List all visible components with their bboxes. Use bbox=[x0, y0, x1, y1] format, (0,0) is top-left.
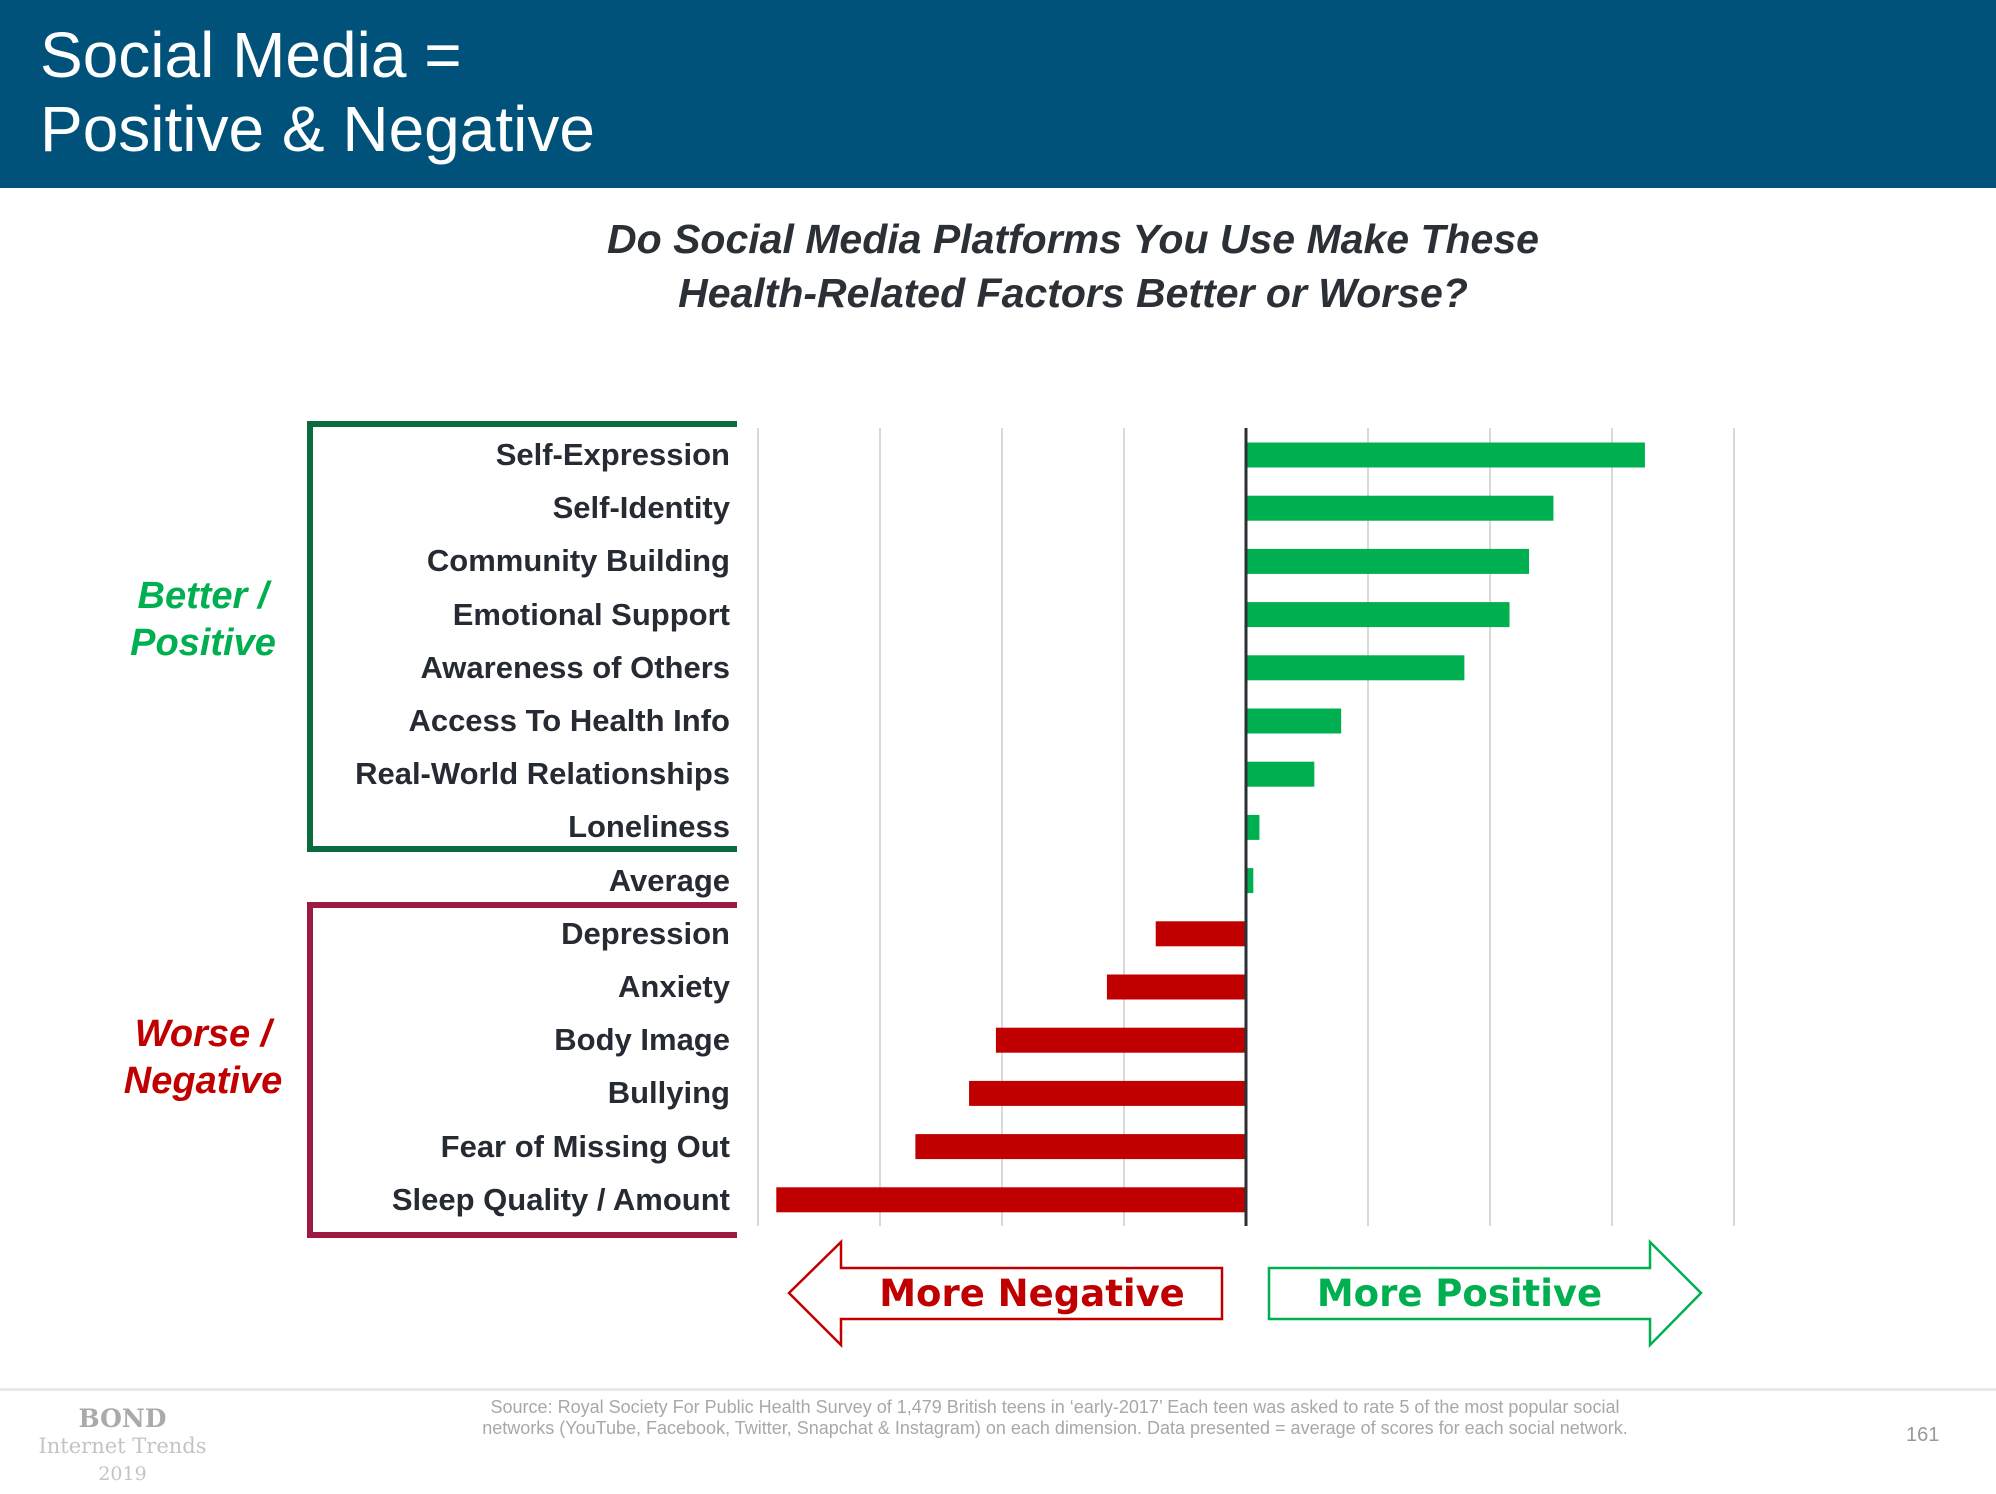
bar-fear-of-missing-out bbox=[915, 1134, 1246, 1160]
chart-title-line-2: Health-Related Factors Better or Worse? bbox=[678, 270, 1468, 316]
category-label: Depression bbox=[561, 915, 730, 951]
bond-logo: BOND Internet Trends 2019 bbox=[30, 1405, 215, 1488]
slide-title: Social Media = Positive & Negative bbox=[40, 18, 595, 166]
negative-group-bracket bbox=[307, 902, 737, 1238]
page-number: 161 bbox=[1906, 1424, 1940, 1446]
bar-community-building bbox=[1246, 548, 1530, 574]
more-positive-label: More Positive bbox=[1316, 1272, 1603, 1315]
category-label: Self-Identity bbox=[552, 490, 730, 526]
category-label: Fear of Missing Out bbox=[440, 1128, 730, 1164]
source-note: Source: Royal Society For Public Health … bbox=[410, 1397, 1700, 1439]
group-label-negative-line-1: Worse / bbox=[134, 1013, 272, 1055]
group-label-negative: Worse / Negative bbox=[103, 1011, 303, 1105]
bar-body-image bbox=[995, 1027, 1246, 1053]
gridlines bbox=[757, 428, 1735, 1226]
slide-title-line-2: Positive & Negative bbox=[40, 93, 595, 165]
category-label: Community Building bbox=[426, 543, 730, 579]
bar-sleep-quality-amount bbox=[776, 1187, 1246, 1213]
group-label-positive-line-1: Better / bbox=[137, 575, 269, 617]
category-label: Access To Health Info bbox=[408, 703, 730, 738]
bar-awareness-of-others bbox=[1246, 655, 1465, 681]
group-label-negative-line-2: Negative bbox=[123, 1060, 283, 1102]
chart-title-line-1: Do Social Media Platforms You Use Make T… bbox=[607, 216, 1539, 262]
logo-brand: BOND bbox=[78, 1404, 167, 1433]
logo-subtitle: Internet Trends bbox=[38, 1434, 207, 1458]
chart-title: Do Social Media Platforms You Use Make T… bbox=[520, 212, 1626, 320]
bar-loneliness bbox=[1246, 814, 1260, 840]
source-note-line-2: networks (YouTube, Facebook, Twitter, Sn… bbox=[482, 1418, 1628, 1438]
positive-group-bracket bbox=[307, 421, 737, 852]
category-label: Body Image bbox=[554, 1022, 730, 1058]
category-label: Awareness of Others bbox=[420, 649, 730, 685]
footer-divider bbox=[0, 1388, 1996, 1391]
logo-year: 2019 bbox=[98, 1463, 147, 1485]
slide-header: Social Media = Positive & Negative bbox=[0, 0, 1996, 188]
category-label: Average bbox=[608, 862, 730, 898]
bar-self-identity bbox=[1246, 495, 1554, 521]
category-label: Real-World Relationships bbox=[355, 756, 730, 792]
category-label: Self-Expression bbox=[495, 437, 730, 472]
category-label: Sleep Quality / Amount bbox=[391, 1181, 730, 1217]
bar-bullying bbox=[969, 1080, 1246, 1106]
bar-real-world-relationships bbox=[1246, 761, 1315, 787]
category-label: Bullying bbox=[607, 1075, 730, 1111]
bar-access-to-health-info bbox=[1246, 708, 1342, 734]
slide-title-line-1: Social Media = bbox=[40, 19, 462, 91]
bar-average bbox=[1246, 868, 1254, 894]
more-negative-label: More Negative bbox=[879, 1272, 1185, 1315]
category-label: Loneliness bbox=[568, 809, 730, 845]
bar-self-expression bbox=[1246, 442, 1645, 468]
category-label: Emotional Support bbox=[452, 596, 730, 632]
bars bbox=[776, 442, 1645, 1213]
source-note-line-1: Source: Royal Society For Public Health … bbox=[490, 1397, 1620, 1417]
category-label: Anxiety bbox=[618, 969, 730, 1004]
bar-emotional-support bbox=[1246, 602, 1510, 628]
bar-anxiety bbox=[1106, 974, 1246, 1000]
group-label-positive-line-2: Positive bbox=[130, 622, 276, 664]
group-label-positive: Better / Positive bbox=[103, 573, 303, 667]
bar-depression bbox=[1155, 921, 1246, 947]
